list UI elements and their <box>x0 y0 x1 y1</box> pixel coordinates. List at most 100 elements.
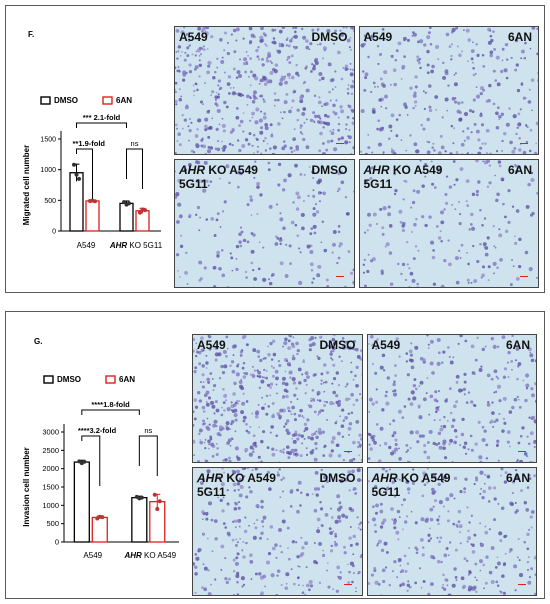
cell <box>342 419 346 422</box>
cell <box>519 489 523 492</box>
cell <box>225 421 230 426</box>
cell <box>291 540 295 544</box>
cell <box>303 80 307 84</box>
cell <box>207 501 213 506</box>
cell <box>377 539 382 544</box>
cell <box>327 344 330 348</box>
cell <box>379 525 383 529</box>
cell <box>198 46 202 50</box>
cell <box>489 34 492 38</box>
cell <box>225 399 228 402</box>
cell <box>349 543 353 547</box>
cell <box>218 123 221 126</box>
cell <box>439 536 442 540</box>
cell <box>209 180 213 183</box>
cell <box>263 82 268 87</box>
cell <box>317 356 321 361</box>
cell <box>193 349 195 353</box>
cell <box>263 368 266 371</box>
cell <box>510 149 515 154</box>
cell <box>344 140 349 145</box>
cell <box>480 142 484 145</box>
cell <box>205 514 208 517</box>
cell-line-text: A549 <box>179 30 208 44</box>
cell <box>242 130 245 133</box>
cell <box>351 564 355 568</box>
cell <box>344 415 348 420</box>
cell <box>525 140 528 144</box>
cell <box>373 484 377 489</box>
cell <box>317 100 322 105</box>
cell <box>334 86 337 88</box>
microscopy-grid: A549 DMSO A549 6AN AHR KO A549 5G11 DMSO AHR KO… <box>192 334 537 596</box>
cell <box>372 441 377 445</box>
cell <box>377 459 381 462</box>
cell <box>367 443 371 446</box>
cell <box>250 578 253 581</box>
cell <box>307 435 311 440</box>
cell-line-text: KO A549 <box>223 471 276 485</box>
cell <box>481 437 486 443</box>
cell <box>331 436 336 441</box>
cell <box>397 457 402 461</box>
cell <box>431 556 435 560</box>
cell <box>448 185 452 189</box>
cell <box>351 412 353 414</box>
cell <box>508 550 511 554</box>
cell <box>259 39 264 43</box>
cell <box>193 425 195 428</box>
cell <box>186 46 190 50</box>
cell <box>276 574 279 577</box>
cell <box>523 41 527 45</box>
cell <box>497 399 502 403</box>
cell <box>452 356 454 359</box>
cell <box>196 205 201 210</box>
cell <box>440 116 444 119</box>
cell <box>220 544 225 549</box>
cell <box>482 595 485 596</box>
cell <box>517 165 521 169</box>
cell <box>332 103 336 108</box>
cell <box>264 149 268 152</box>
cell <box>330 357 333 360</box>
cell <box>337 187 341 191</box>
cell-texture <box>359 27 539 154</box>
cell <box>280 550 284 554</box>
cell <box>501 335 505 340</box>
cell <box>309 232 313 236</box>
cell <box>207 135 211 139</box>
cell <box>305 493 310 497</box>
cell <box>351 469 355 474</box>
cell <box>332 350 335 353</box>
cell <box>261 63 265 67</box>
cell <box>245 94 250 99</box>
cell <box>207 592 212 595</box>
cell <box>234 430 237 433</box>
cell <box>421 471 426 475</box>
cell <box>417 249 419 252</box>
cell <box>363 284 367 287</box>
cell <box>375 544 379 547</box>
cell <box>210 94 212 96</box>
cell <box>514 38 518 43</box>
data-point <box>77 176 81 181</box>
cell <box>271 339 276 343</box>
clone-label: 5G11 <box>197 485 226 499</box>
cell <box>475 336 479 340</box>
cell <box>216 66 219 69</box>
cell <box>331 358 334 361</box>
cell <box>312 111 316 115</box>
cell <box>406 583 410 587</box>
cell <box>271 374 275 378</box>
cell <box>211 117 214 120</box>
cell <box>269 394 271 397</box>
cell <box>303 422 308 427</box>
cell <box>305 453 309 457</box>
cell <box>251 100 256 104</box>
cell <box>225 580 229 585</box>
cell <box>410 510 412 513</box>
cell <box>313 59 317 63</box>
cell <box>179 54 182 57</box>
cell <box>347 135 350 138</box>
cell <box>534 142 537 145</box>
